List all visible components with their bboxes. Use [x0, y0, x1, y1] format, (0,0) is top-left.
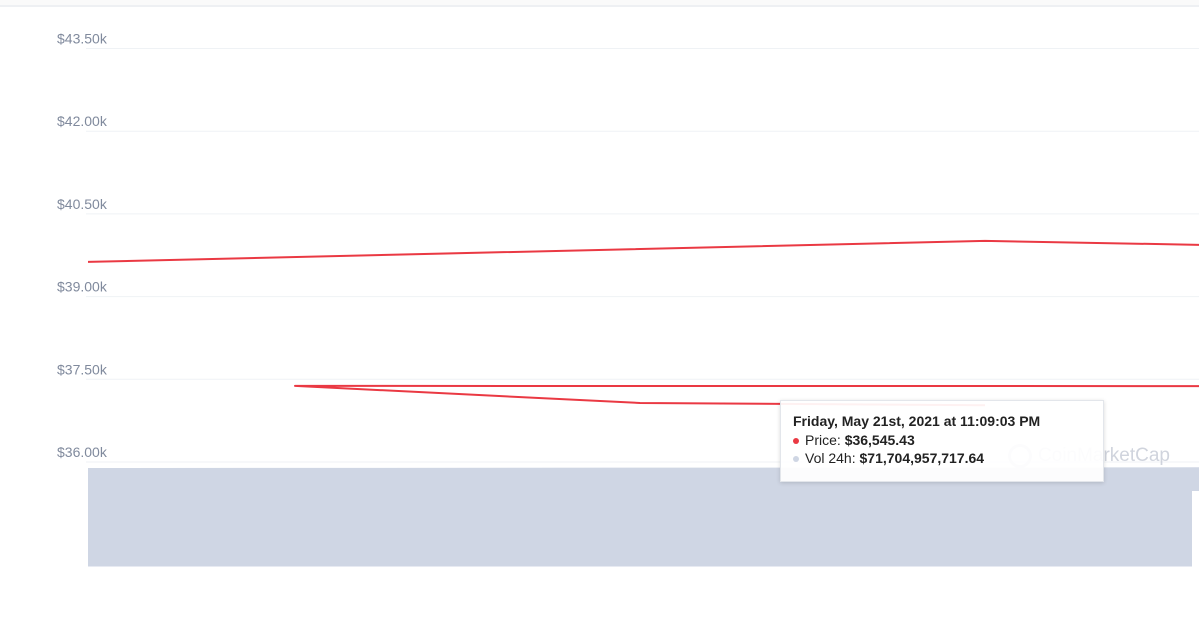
tooltip-price-value: $36,545.43: [844, 432, 915, 448]
tooltip-volume-value: $71,704,957,717.64: [859, 450, 985, 466]
tooltip-price-label: Price:: [805, 432, 841, 448]
price-dot-icon: [793, 438, 799, 445]
volume-dot-icon: [793, 456, 799, 463]
y-tick-label: $39.00k: [57, 279, 108, 295]
tooltip-volume-row: Vol 24h: $71,704,957,717.64: [793, 450, 1103, 466]
top-border: [0, 0, 1199, 7]
tooltip-volume-label: Vol 24h:: [805, 450, 856, 466]
y-tick-label: $37.50k: [57, 361, 108, 377]
chart-tooltip: Friday, May 21st, 2021 at 11:09:03 PM Pr…: [780, 400, 1104, 482]
tooltip-title: Friday, May 21st, 2021 at 11:09:03 PM: [793, 413, 1041, 429]
price-line: [87, 239, 1199, 407]
y-tick-label: $40.50k: [57, 196, 108, 212]
y-tick-label: $43.50k: [57, 31, 108, 47]
tooltip-price-row: Price: $36,545.43: [793, 432, 1103, 448]
y-tick-label: $36.00k: [57, 444, 108, 460]
y-tick-label: $42.00k: [57, 113, 108, 129]
volume-area: [88, 467, 1199, 566]
